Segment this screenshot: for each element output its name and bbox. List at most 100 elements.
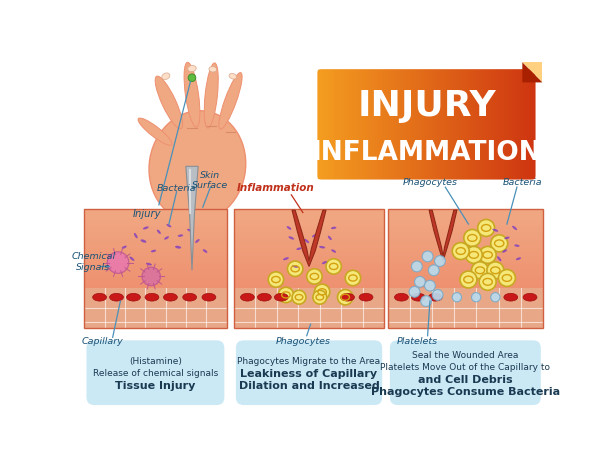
Ellipse shape [130,257,135,261]
Bar [84,236,226,239]
Ellipse shape [187,229,192,232]
Bar [453,62,457,188]
Ellipse shape [493,229,498,232]
Bar [435,62,439,188]
Bar [234,278,384,281]
Bar [332,62,336,188]
Bar [234,273,384,276]
Bar [234,233,384,237]
Circle shape [313,291,327,305]
Circle shape [477,220,494,237]
Bar [84,214,226,218]
Bar [387,225,543,228]
FancyBboxPatch shape [86,341,225,405]
Bar [84,288,226,328]
Text: Platelets Move Out of the Capillary to: Platelets Move Out of the Capillary to [380,362,550,371]
Bar [412,62,416,188]
Bar [350,62,354,188]
Bar [84,217,226,220]
Bar [359,62,363,188]
Bar [84,209,226,328]
Text: Dilation and Increased: Dilation and Increased [239,380,379,390]
Bar [234,246,384,250]
Ellipse shape [241,294,255,301]
Bar [324,62,327,188]
Text: Phagocytes: Phagocytes [403,178,457,187]
Bar [84,283,226,287]
Ellipse shape [512,226,517,231]
Bar [438,62,442,188]
Bar [526,62,530,188]
Ellipse shape [504,294,518,301]
Bar [461,62,465,188]
Ellipse shape [328,236,332,241]
Text: INFLAMMATION: INFLAMMATION [312,140,542,166]
Bar [387,275,543,279]
Bar [234,241,384,244]
Bar [84,220,226,223]
Bar [234,225,384,228]
Bar [84,244,226,247]
Bar [494,62,498,188]
Bar [441,62,445,188]
Bar [387,251,543,255]
Circle shape [292,291,306,305]
Bar [387,259,543,263]
Circle shape [278,288,294,303]
Bar [84,281,226,284]
Ellipse shape [502,250,507,253]
Bar [387,209,543,328]
Bar [234,281,384,284]
Circle shape [479,247,496,264]
Bar [234,209,384,213]
Bar [84,225,226,228]
Bar [400,62,404,188]
Bar [387,228,543,231]
Bar [84,257,226,260]
Bar [387,254,543,257]
Bar [387,267,543,271]
Bar [488,62,492,188]
Bar [234,267,384,271]
Bar [234,212,384,215]
Bar [234,244,384,247]
Circle shape [268,272,283,288]
Circle shape [422,251,433,262]
Bar [387,273,543,276]
Bar [84,249,226,252]
Bar [234,217,384,220]
Bar [387,214,543,218]
Polygon shape [522,63,542,83]
Bar [387,270,543,273]
Ellipse shape [523,294,537,301]
Text: INJURY: INJURY [357,89,496,123]
FancyBboxPatch shape [390,341,541,405]
Bar [509,62,512,188]
Bar [312,62,316,188]
Text: Chemical
Signals: Chemical Signals [72,252,116,271]
Bar [234,283,384,287]
Bar [532,62,536,188]
Bar [84,241,226,244]
Circle shape [345,271,360,286]
Bar [376,62,380,188]
Text: and Cell Debris: and Cell Debris [418,374,513,384]
Circle shape [142,268,160,286]
Bar [84,246,226,250]
Bar [387,222,543,226]
Bar [362,62,365,188]
Bar [338,62,342,188]
Ellipse shape [229,74,236,80]
Bar [456,62,460,188]
Ellipse shape [258,294,271,301]
Ellipse shape [155,77,182,130]
Bar [234,228,384,231]
Bar [84,275,226,279]
Ellipse shape [296,248,302,250]
Bar [234,236,384,239]
Bar [424,62,427,188]
Bar [409,62,412,188]
Circle shape [491,235,508,252]
Circle shape [288,262,303,277]
Bar [387,220,543,223]
